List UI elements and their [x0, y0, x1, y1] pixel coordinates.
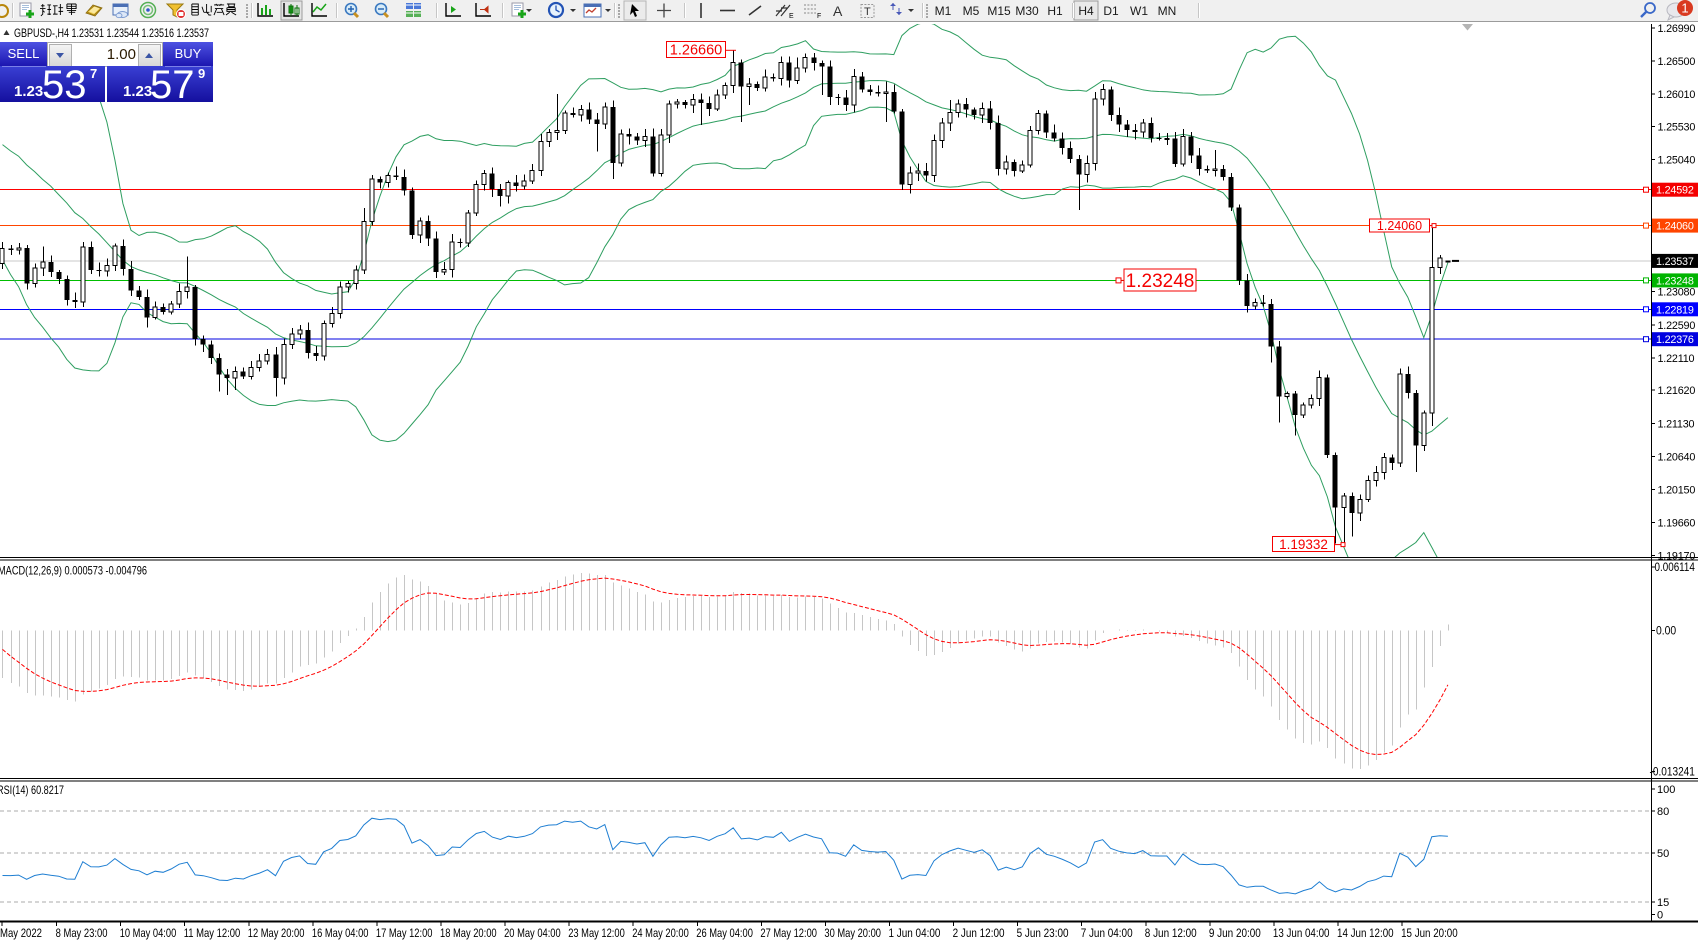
svg-text:RSI(14) 60.8217: RSI(14) 60.8217 [0, 783, 64, 797]
svg-text:1.24592: 1.24592 [1656, 185, 1694, 197]
svg-text:1.19660: 1.19660 [1658, 517, 1696, 529]
svg-text:1.22819: 1.22819 [1656, 304, 1694, 316]
svg-text:1.22110: 1.22110 [1658, 353, 1695, 365]
svg-text:80: 80 [1657, 806, 1669, 818]
svg-text:M30: M30 [1015, 4, 1039, 18]
svg-text:1.24060: 1.24060 [1377, 219, 1422, 233]
svg-text:1.23248: 1.23248 [1656, 275, 1694, 287]
svg-text:1.21620: 1.21620 [1658, 385, 1696, 397]
svg-text:-0.013241: -0.013241 [1650, 766, 1695, 778]
svg-text:8 Jun 12:00: 8 Jun 12:00 [1145, 926, 1197, 940]
svg-text:D1: D1 [1103, 4, 1119, 18]
svg-text:10 May 04:00: 10 May 04:00 [120, 926, 177, 940]
svg-text:50: 50 [1657, 848, 1669, 860]
svg-text:0.006114: 0.006114 [1655, 562, 1696, 574]
svg-text:13 Jun 04:00: 13 Jun 04:00 [1273, 926, 1330, 940]
svg-text:1.24060: 1.24060 [1656, 221, 1694, 233]
svg-text:18 May 20:00: 18 May 20:00 [440, 926, 497, 940]
svg-text:11 May 12:00: 11 May 12:00 [184, 926, 241, 940]
svg-text:M1: M1 [935, 4, 952, 18]
svg-text:1.21130: 1.21130 [1658, 418, 1695, 430]
svg-text:27 May 12:00: 27 May 12:00 [760, 926, 817, 940]
svg-text:0: 0 [1657, 910, 1663, 922]
svg-text:F: F [817, 13, 821, 20]
svg-text:A: A [833, 3, 843, 19]
svg-text:1.22590: 1.22590 [1658, 320, 1696, 332]
svg-text:H1: H1 [1047, 4, 1063, 18]
svg-text:1: 1 [1681, 1, 1688, 16]
svg-text:5 Jun 23:00: 5 Jun 23:00 [1017, 926, 1069, 940]
svg-text:1.22376: 1.22376 [1656, 334, 1694, 346]
svg-text:MN: MN [1158, 4, 1177, 18]
svg-text:1.20150: 1.20150 [1658, 484, 1696, 496]
svg-text:1.23537: 1.23537 [1656, 256, 1694, 268]
svg-text:16 May 04:00: 16 May 04:00 [312, 926, 369, 940]
svg-text:100: 100 [1657, 784, 1675, 796]
svg-text:7 Jun 04:00: 7 Jun 04:00 [1081, 926, 1133, 940]
svg-text:1.25530: 1.25530 [1658, 122, 1696, 134]
svg-text:M15: M15 [987, 4, 1011, 18]
svg-text:1 Jun 04:00: 1 Jun 04:00 [889, 926, 941, 940]
svg-text:1.19332: 1.19332 [1279, 537, 1328, 552]
svg-text:1.26500: 1.26500 [1658, 56, 1696, 68]
svg-text:15 Jun 20:00: 15 Jun 20:00 [1401, 926, 1458, 940]
svg-text:0.00: 0.00 [1656, 626, 1676, 638]
svg-text:T: T [864, 6, 871, 18]
svg-text:1.26660: 1.26660 [670, 43, 722, 59]
svg-text:26 May 04:00: 26 May 04:00 [696, 926, 753, 940]
svg-text:E: E [789, 13, 794, 20]
svg-text:1.26010: 1.26010 [1658, 89, 1696, 101]
svg-text:May 2022: May 2022 [0, 926, 42, 940]
svg-text:1.25040: 1.25040 [1658, 155, 1696, 167]
svg-text:M5: M5 [963, 4, 980, 18]
svg-text:23 May 12:00: 23 May 12:00 [568, 926, 625, 940]
svg-text:24 May 20:00: 24 May 20:00 [632, 926, 689, 940]
svg-text:12 May 20:00: 12 May 20:00 [248, 926, 305, 940]
svg-text:15: 15 [1657, 897, 1669, 909]
svg-text:1.26990: 1.26990 [1658, 24, 1696, 35]
svg-text:17 May 12:00: 17 May 12:00 [376, 926, 433, 940]
svg-text:H4: H4 [1078, 4, 1094, 18]
svg-text:1.23248: 1.23248 [1126, 271, 1195, 292]
svg-text:9 Jun 20:00: 9 Jun 20:00 [1209, 926, 1261, 940]
svg-text:30 May 20:00: 30 May 20:00 [824, 926, 881, 940]
svg-text:1.23080: 1.23080 [1658, 287, 1696, 299]
svg-text:W1: W1 [1130, 4, 1148, 18]
svg-text:1.19170: 1.19170 [1658, 551, 1696, 563]
svg-text:2 Jun 12:00: 2 Jun 12:00 [953, 926, 1005, 940]
svg-text:14 Jun 12:00: 14 Jun 12:00 [1337, 926, 1394, 940]
svg-text:20 May 04:00: 20 May 04:00 [504, 926, 561, 940]
svg-text:1.20640: 1.20640 [1658, 451, 1696, 463]
svg-text:GBPUSD-,H4 1.23531 1.23544 1.: GBPUSD-,H4 1.23531 1.23544 1.23516 1.235… [14, 26, 209, 40]
svg-text:MACD(12,26,9) 0.000573 -0.0047: MACD(12,26,9) 0.000573 -0.004796 [0, 564, 147, 578]
svg-text:8 May 23:00: 8 May 23:00 [56, 926, 108, 940]
